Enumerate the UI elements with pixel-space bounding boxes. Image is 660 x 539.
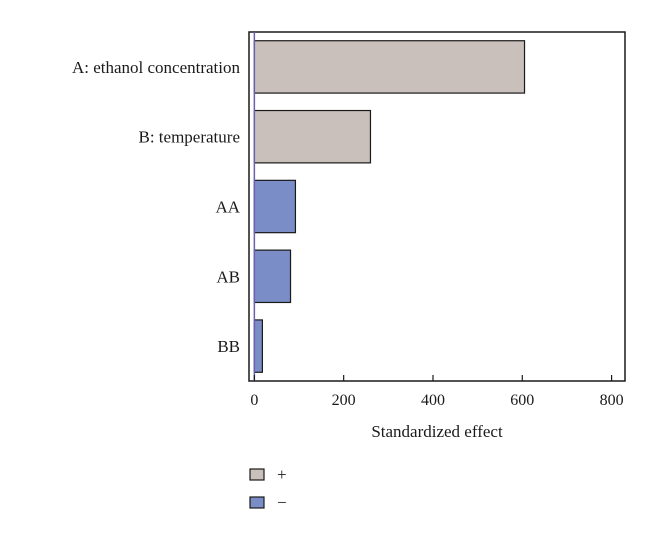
category-label: BB bbox=[217, 337, 240, 356]
plot-frame bbox=[248, 31, 626, 382]
bar-5 bbox=[253, 319, 263, 373]
legend-label: − bbox=[277, 493, 287, 512]
legend-swatch bbox=[249, 468, 265, 481]
category-labels: A: ethanol concentration B: temperature AA… bbox=[72, 58, 241, 356]
bar-1 bbox=[253, 40, 526, 94]
category-label: AA bbox=[215, 198, 240, 217]
x-tick-label: 400 bbox=[421, 392, 445, 409]
x-tick-label: 600 bbox=[510, 392, 534, 409]
category-label: B: temperature bbox=[139, 128, 241, 147]
bar-2 bbox=[253, 109, 372, 164]
bars-group bbox=[253, 40, 526, 373]
x-axis-ticks: 0 200 400 600 800 bbox=[250, 375, 624, 409]
legend: +− bbox=[249, 465, 287, 512]
bar-4 bbox=[253, 249, 292, 304]
bar-3 bbox=[253, 179, 297, 234]
category-label: AB bbox=[216, 267, 240, 286]
x-axis-title: Standardized effect bbox=[371, 422, 503, 441]
x-tick-label: 800 bbox=[600, 392, 624, 409]
x-tick-label: 0 bbox=[250, 392, 258, 409]
category-label: A: ethanol concentration bbox=[72, 58, 241, 77]
x-tick-label: 200 bbox=[332, 392, 356, 409]
legend-swatch bbox=[249, 496, 265, 509]
legend-label: + bbox=[277, 465, 287, 484]
